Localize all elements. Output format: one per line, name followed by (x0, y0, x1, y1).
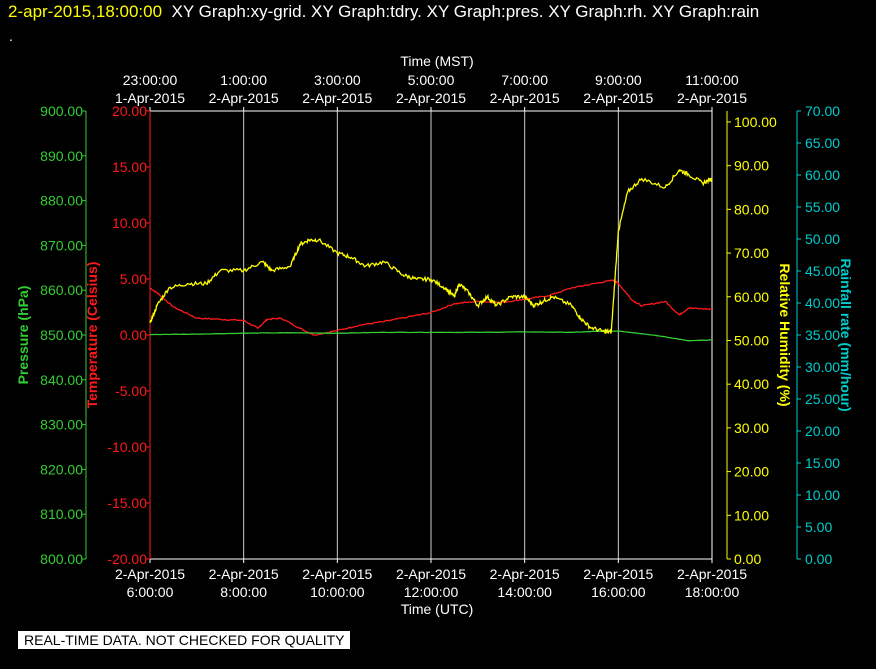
bottom-tick-time: 14:00:00 (497, 584, 552, 600)
rainfall-tick-label: 55.00 (805, 199, 840, 215)
humidity-axis-title: Relative Humidity (%) (777, 263, 793, 406)
humidity-tick-label: 10.00 (734, 507, 769, 523)
temperature-tick-label: 0.00 (120, 327, 147, 343)
humidity-tick-label: 90.00 (734, 158, 769, 174)
header-dot: . (9, 28, 13, 44)
timestamp: 2-apr-2015,18:00:00 (8, 2, 163, 21)
humidity-tick-label: 40.00 (734, 376, 769, 392)
top-tick-time: 7:00:00 (501, 72, 548, 88)
temperature-tick-label: 15.00 (112, 159, 147, 175)
top-tick-date: 2-Apr-2015 (490, 90, 560, 106)
pressure-tick-label: 820.00 (40, 461, 83, 477)
rainfall-tick-label: 25.00 (805, 391, 840, 407)
temperature-axis-title: Temperature (Celsius) (84, 262, 100, 409)
graph-header: 2-apr-2015,18:00:00 XY Graph:xy-grid. XY… (8, 2, 759, 22)
temperature-tick-label: 20.00 (112, 103, 147, 119)
rainfall-tick-label: 60.00 (805, 167, 840, 183)
pressure-tick-label: 890.00 (40, 148, 83, 164)
rainfall-tick-label: 10.00 (805, 487, 840, 503)
graph-list: XY Graph:xy-grid. XY Graph:tdry. XY Grap… (171, 2, 760, 21)
series-line-pres (149, 330, 713, 342)
bottom-tick-date: 2-Apr-2015 (396, 566, 466, 582)
temperature-tick-label: 5.00 (120, 271, 147, 287)
top-tick-time: 5:00:00 (408, 72, 455, 88)
series-line-rh (149, 168, 713, 335)
temperature-tick-label: 10.00 (112, 215, 147, 231)
bottom-tick-time: 10:00:00 (310, 584, 365, 600)
grid (150, 110, 713, 560)
pressure-tick-label: 840.00 (40, 372, 83, 388)
top-tick-time: 1:00:00 (220, 72, 267, 88)
pressure-tick-label: 900.00 (40, 103, 83, 119)
humidity-tick-label: 0.00 (734, 551, 761, 567)
rainfall-tick-label: 20.00 (805, 423, 840, 439)
bottom-tick-time: 8:00:00 (220, 584, 267, 600)
humidity-tick-label: 60.00 (734, 289, 769, 305)
temperature-tick-label: -20.00 (107, 551, 147, 567)
rainfall-tick-label: 30.00 (805, 359, 840, 375)
top-axis-title: Time (MST) (400, 53, 473, 69)
pressure-tick-label: 860.00 (40, 282, 83, 298)
top-tick-date: 1-Apr-2015 (115, 90, 185, 106)
rainfall-tick-label: 0.00 (805, 551, 832, 567)
rainfall-tick-label: 5.00 (805, 519, 832, 535)
rainfall-tick-label: 70.00 (805, 103, 840, 119)
top-tick-date: 2-Apr-2015 (677, 90, 747, 106)
rainfall-tick-label: 15.00 (805, 455, 840, 471)
axes: Time (MST) 23:00:00 1-Apr-2015 1:00:00 2-Apr… (15, 53, 854, 617)
pressure-tick-label: 870.00 (40, 237, 83, 253)
bottom-axis-title: Time (UTC) (401, 601, 474, 617)
rainfall-tick-label: 40.00 (805, 295, 840, 311)
bottom-tick-date: 2-Apr-2015 (209, 566, 279, 582)
top-tick-time: 3:00:00 (314, 72, 361, 88)
bottom-tick-date: 2-Apr-2015 (115, 566, 185, 582)
humidity-tick-label: 30.00 (734, 420, 769, 436)
top-tick-time: 23:00:00 (123, 72, 178, 88)
bottom-tick-date: 2-Apr-2015 (302, 566, 372, 582)
temperature-tick-label: -5.00 (115, 383, 147, 399)
top-tick-date: 2-Apr-2015 (209, 90, 279, 106)
pressure-tick-label: 800.00 (40, 551, 83, 567)
pressure-tick-label: 880.00 (40, 193, 83, 209)
pressure-axis-title: Pressure (hPa) (15, 286, 31, 385)
rainfall-axis-title: Rainfall rate (mm/hour) (838, 258, 854, 411)
humidity-tick-label: 20.00 (734, 464, 769, 480)
rainfall-tick-label: 50.00 (805, 231, 840, 247)
humidity-tick-label: 100.00 (734, 114, 777, 130)
top-tick-date: 2-Apr-2015 (396, 90, 466, 106)
bottom-tick-time: 12:00:00 (404, 584, 459, 600)
bottom-tick-date: 2-Apr-2015 (677, 566, 747, 582)
pressure-tick-label: 810.00 (40, 506, 83, 522)
top-tick-time: 9:00:00 (595, 72, 642, 88)
bottom-tick-time: 6:00:00 (127, 584, 174, 600)
humidity-tick-label: 80.00 (734, 201, 769, 217)
pressure-tick-label: 830.00 (40, 417, 83, 433)
bottom-tick-date: 2-Apr-2015 (583, 566, 653, 582)
humidity-tick-label: 50.00 (734, 332, 769, 348)
pressure-tick-label: 850.00 (40, 327, 83, 343)
bottom-tick-time: 18:00:00 (685, 584, 740, 600)
rainfall-tick-label: 35.00 (805, 327, 840, 343)
quality-notice: REAL-TIME DATA. NOT CHECKED FOR QUALITY (18, 631, 351, 649)
temperature-tick-label: -15.00 (107, 495, 147, 511)
rainfall-tick-label: 45.00 (805, 263, 840, 279)
bottom-tick-time: 16:00:00 (591, 584, 646, 600)
humidity-tick-label: 70.00 (734, 245, 769, 261)
top-tick-time: 11:00:00 (685, 72, 739, 88)
bottom-tick-date: 2-Apr-2015 (490, 566, 560, 582)
temperature-tick-label: -10.00 (107, 439, 147, 455)
series-line-tdry (149, 278, 713, 336)
top-tick-date: 2-Apr-2015 (302, 90, 372, 106)
top-tick-date: 2-Apr-2015 (583, 90, 653, 106)
rainfall-tick-label: 65.00 (805, 135, 840, 151)
series (149, 168, 713, 342)
